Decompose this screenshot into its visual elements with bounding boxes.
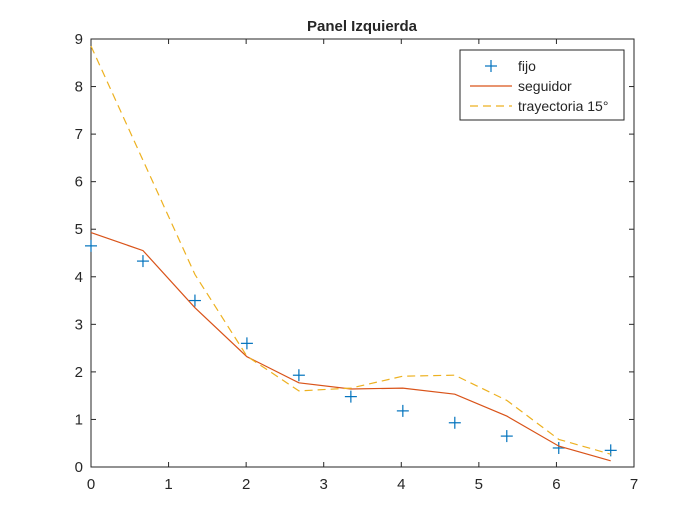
chart-title: Panel Izquierda [307, 18, 418, 35]
axis-ticks: 0 1 2 3 4 5 6 7 0 1 2 3 4 5 6 7 8 9 [75, 31, 639, 493]
data-point-marker [500, 430, 513, 443]
y-tick-label: 2 [75, 364, 83, 381]
x-tick-label: 5 [475, 476, 483, 493]
y-tick-label: 1 [75, 411, 83, 428]
y-tick-label: 4 [75, 269, 83, 286]
x-tick-label: 2 [242, 476, 250, 493]
series-seguidor [90, 232, 611, 462]
legend-label: fijo [518, 58, 536, 74]
data-point-marker [136, 255, 149, 268]
series-trayectoria-15- [90, 45, 611, 455]
data-point-marker [344, 390, 357, 403]
x-tick-label: 4 [397, 476, 405, 493]
x-tick-label: 0 [87, 476, 95, 493]
legend-box [459, 49, 625, 121]
y-tick-label: 8 [75, 79, 83, 96]
series-fijo [85, 239, 617, 457]
data-point-marker [448, 416, 461, 429]
data-point-marker [85, 239, 97, 252]
legend: fijo seguidor trayectoria 15° [459, 49, 625, 121]
data-point-marker [604, 444, 617, 457]
data-point-marker [188, 294, 201, 307]
x-tick-label: 7 [630, 476, 638, 493]
y-tick-label: 9 [75, 31, 83, 48]
x-tick-label: 6 [552, 476, 560, 493]
legend-entry: seguidor [470, 78, 572, 94]
data-point-marker [292, 369, 305, 382]
y-tick-label: 7 [75, 126, 83, 143]
x-tick-label: 3 [320, 476, 328, 493]
data-point-marker [240, 337, 253, 350]
series-layer [85, 45, 617, 462]
y-tick-label: 3 [75, 316, 83, 333]
x-tick-label: 1 [164, 476, 172, 493]
legend-entry: trayectoria 15° [470, 98, 608, 114]
data-point-marker [552, 441, 565, 454]
y-tick-label: 6 [75, 174, 83, 191]
series-line [90, 232, 611, 462]
data-point-marker [396, 404, 409, 417]
series-line [90, 45, 611, 455]
y-tick-label: 5 [75, 221, 83, 238]
legend-label: seguidor [518, 78, 572, 94]
y-tick-label: 0 [75, 459, 83, 476]
legend-entry: fijo [485, 58, 536, 74]
legend-label: trayectoria 15° [518, 98, 608, 114]
legend-marker [485, 60, 497, 72]
